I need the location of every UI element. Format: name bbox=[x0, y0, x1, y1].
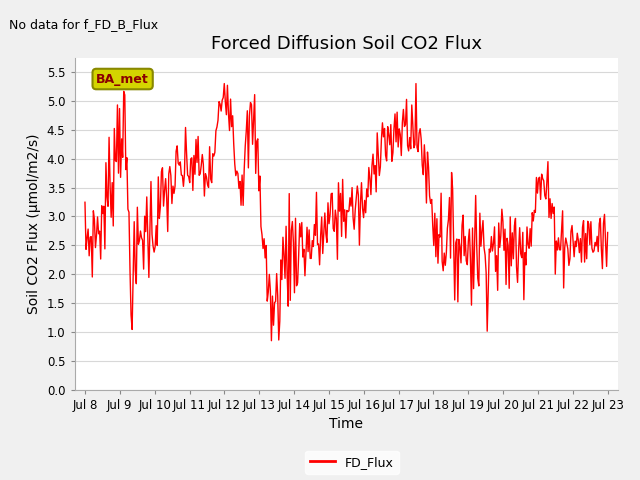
Title: Forced Diffusion Soil CO2 Flux: Forced Diffusion Soil CO2 Flux bbox=[211, 35, 482, 53]
X-axis label: Time: Time bbox=[330, 418, 364, 432]
Y-axis label: Soil CO2 Flux (μmol/m2/s): Soil CO2 Flux (μmol/m2/s) bbox=[28, 133, 42, 314]
Text: No data for f_FD_B_Flux: No data for f_FD_B_Flux bbox=[10, 18, 159, 31]
Legend: FD_Flux: FD_Flux bbox=[305, 451, 399, 474]
Text: BA_met: BA_met bbox=[96, 72, 149, 85]
